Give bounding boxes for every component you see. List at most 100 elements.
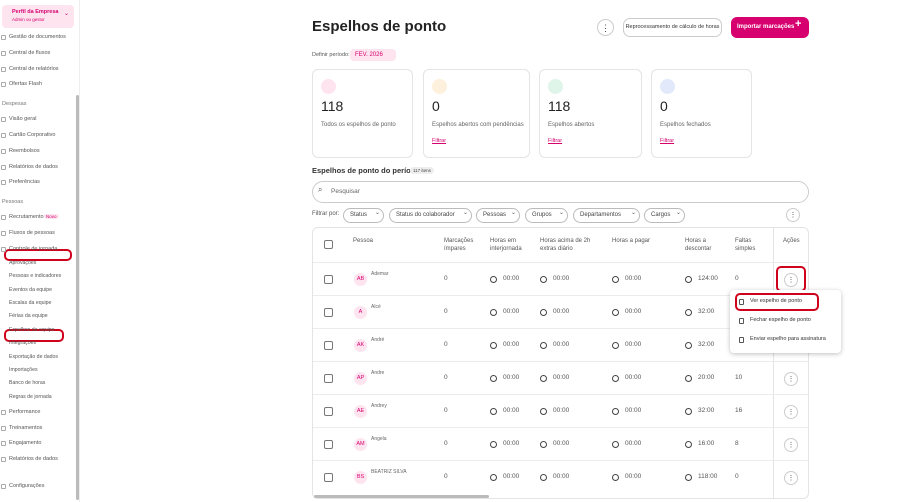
filter-chip[interactable]: Status bbox=[343, 208, 384, 223]
profile-chevron: ⌄ bbox=[64, 11, 70, 17]
chip-chevron: ⌄ bbox=[463, 210, 469, 216]
filter-chip[interactable]: Departamentos bbox=[573, 208, 640, 223]
menu-item[interactable]: Controle de jornada bbox=[9, 245, 58, 252]
search-box[interactable] bbox=[312, 181, 809, 203]
menu-item[interactable]: Engajamento bbox=[9, 440, 42, 447]
row-checkbox[interactable] bbox=[324, 341, 333, 350]
row-checkbox[interactable] bbox=[324, 308, 333, 317]
row-checkbox[interactable] bbox=[324, 473, 333, 482]
submenu-item[interactable]: Exportação de dados bbox=[9, 353, 59, 360]
plus-icon: + bbox=[795, 18, 802, 30]
badge: Novo bbox=[44, 214, 59, 220]
menu-item[interactable]: Gestão de documentos bbox=[9, 34, 66, 40]
cell: 0 bbox=[444, 341, 448, 348]
import-button[interactable]: Importar marcações bbox=[731, 17, 809, 38]
reprocess-button[interactable]: Reprocessamento de cálculo de horas bbox=[623, 18, 722, 37]
table bbox=[312, 227, 809, 499]
menu-option[interactable]: Fechar espelho de ponto bbox=[750, 317, 811, 323]
menu-item[interactable]: Cartão Corporativo bbox=[9, 132, 56, 138]
row-checkbox[interactable] bbox=[324, 374, 333, 383]
cell: 00:00 bbox=[625, 407, 642, 414]
cell: 00:00 bbox=[553, 275, 570, 282]
clock-icon bbox=[685, 276, 692, 283]
menu-item[interactable]: Relatórios de dados bbox=[9, 163, 58, 170]
menu-icon bbox=[1, 215, 6, 221]
submenu-item[interactable]: Espelhos da equipe bbox=[9, 326, 55, 333]
column-header: Horas em interjornada bbox=[490, 238, 522, 252]
menu-item[interactable]: Ofertas Flash bbox=[9, 81, 43, 88]
menu-item[interactable]: Preferências bbox=[9, 179, 40, 186]
filter-chip[interactable]: Cargos bbox=[644, 208, 685, 223]
cell: 32:00 bbox=[698, 407, 715, 414]
search-icon: ⌕ bbox=[318, 185, 323, 194]
submenu-item[interactable]: Escalas da equipe bbox=[9, 300, 52, 306]
clock-icon bbox=[540, 441, 547, 448]
menu-option[interactable]: Enviar espelho para assinatura bbox=[750, 336, 826, 342]
row-checkbox[interactable] bbox=[324, 275, 333, 284]
cell: 00:00 bbox=[625, 308, 642, 315]
avatar: BS bbox=[354, 471, 367, 484]
menu-icon bbox=[1, 164, 6, 170]
column-header: Horas acima de 2h extras diário bbox=[540, 238, 591, 252]
menu-item[interactable]: Recrutamento bbox=[9, 214, 44, 221]
card-link[interactable]: Filtrar bbox=[432, 138, 447, 144]
menu-item[interactable]: Performance bbox=[9, 408, 41, 415]
submenu-item[interactable]: Importações bbox=[9, 367, 38, 373]
filter-chip[interactable]: Status do colaborador bbox=[389, 208, 472, 223]
cell: 00:00 bbox=[553, 374, 570, 381]
submenu-item[interactable]: Pessoas e indicadores bbox=[9, 273, 62, 280]
row-checkbox[interactable] bbox=[324, 407, 333, 416]
submenu-item[interactable]: Banco de horas bbox=[9, 380, 46, 387]
menu-item[interactable]: Visão geral bbox=[9, 116, 37, 123]
more-button[interactable]: ⋮ bbox=[597, 19, 614, 36]
submenu-item[interactable]: Regras de jornada bbox=[9, 393, 52, 400]
clock-icon bbox=[490, 342, 497, 349]
card-link[interactable]: Filtrar bbox=[660, 138, 675, 144]
menu-item[interactable]: Relatórios de dados bbox=[9, 456, 58, 463]
cell: 00:00 bbox=[553, 341, 570, 348]
row-checkbox[interactable] bbox=[324, 440, 333, 449]
submenu-item[interactable]: Aprovações bbox=[9, 259, 37, 266]
row-action[interactable]: ⋮ bbox=[784, 471, 798, 485]
filter-label: Filtrar por: bbox=[312, 211, 340, 217]
period-chip[interactable]: FEV. 2026 bbox=[350, 49, 396, 61]
row-action[interactable]: ⋮ bbox=[784, 372, 798, 386]
menu-option[interactable]: Ver espelho de ponto bbox=[750, 298, 802, 304]
cell: 00:00 bbox=[553, 407, 570, 414]
row-divider bbox=[313, 295, 808, 296]
chip-chevron: ⌄ bbox=[676, 210, 682, 216]
menu-item[interactable]: Central de relatórios bbox=[9, 65, 59, 72]
filter-more[interactable]: ⋮ bbox=[786, 208, 800, 222]
menu-item[interactable]: Central de fluxos bbox=[9, 49, 51, 56]
profile-box bbox=[2, 5, 74, 28]
count-badge: 117 itens bbox=[410, 167, 434, 174]
cell: 8 bbox=[735, 440, 739, 447]
avatar: AP bbox=[354, 372, 367, 385]
cell: 0 bbox=[444, 275, 448, 282]
submenu-item[interactable]: Eventos da equipe bbox=[9, 286, 52, 293]
cell: 118:00 bbox=[698, 473, 718, 480]
dropdown bbox=[730, 290, 841, 353]
menu-item[interactable]: Fluxos de pessoas bbox=[9, 230, 55, 236]
menu-icon bbox=[1, 148, 6, 154]
filter-chip[interactable]: Pessoas bbox=[476, 208, 520, 223]
row-action[interactable]: ⋮ bbox=[784, 273, 798, 287]
cell: 124:00 bbox=[698, 275, 718, 282]
row-action[interactable]: ⋮ bbox=[784, 405, 798, 419]
highlight bbox=[776, 266, 806, 292]
highlight bbox=[735, 293, 819, 311]
avatar: AM bbox=[354, 438, 367, 451]
profile-role: Admin ou gestor bbox=[12, 17, 45, 22]
menu-item[interactable]: Treinamentos bbox=[9, 424, 43, 431]
menu-item[interactable]: Reembolsos bbox=[9, 147, 40, 154]
submenu-item[interactable]: Férias da equipe bbox=[9, 313, 48, 320]
card-link[interactable]: Filtrar bbox=[548, 138, 563, 144]
header-checkbox[interactable] bbox=[324, 240, 333, 249]
clock-icon bbox=[612, 441, 619, 448]
filter-chip[interactable]: Grupos bbox=[525, 208, 568, 223]
menu-item[interactable]: Configurações bbox=[9, 483, 45, 489]
clock-icon bbox=[490, 276, 497, 283]
clock-icon bbox=[612, 408, 619, 415]
submenu-item[interactable]: Integrações bbox=[9, 340, 37, 347]
row-action[interactable]: ⋮ bbox=[784, 438, 798, 452]
